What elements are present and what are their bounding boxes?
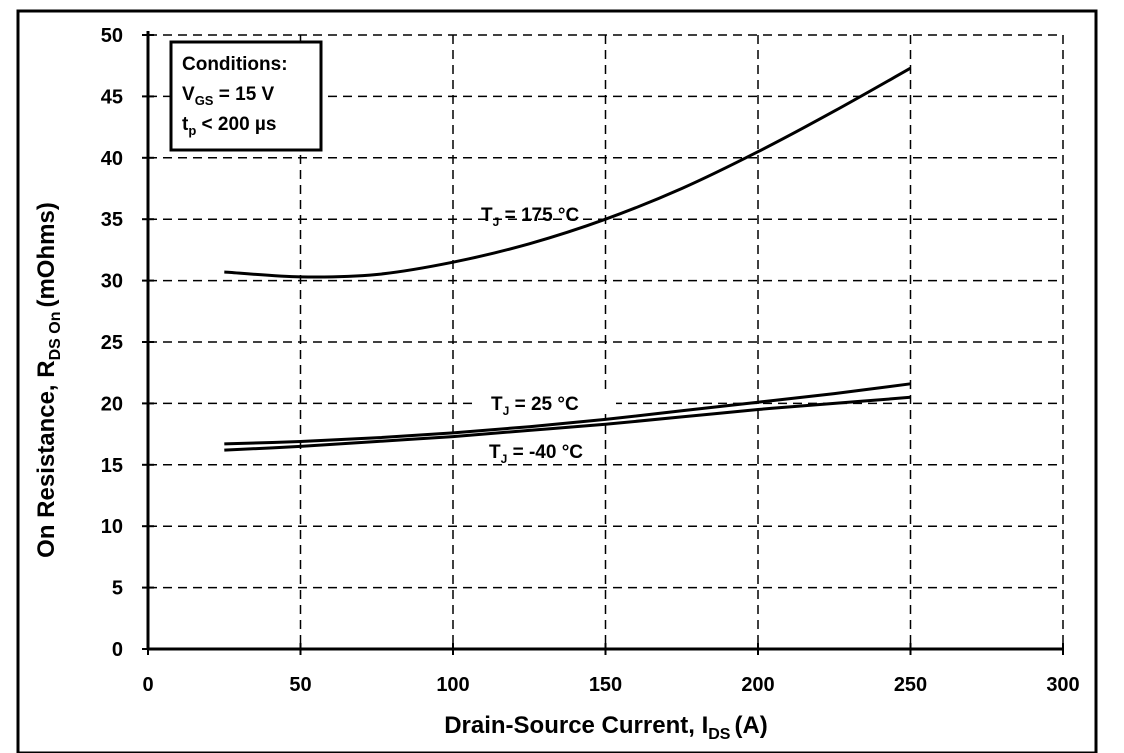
y-axis-title: On Resistance, RDS On(mOhms) <box>33 202 64 558</box>
label-minus40c: TJ = -40 °C <box>489 442 583 466</box>
y-tick-label: 45 <box>101 86 123 108</box>
x-tick-label: 200 <box>741 674 774 696</box>
y-tick-label: 35 <box>101 209 123 231</box>
y-tick-label: 50 <box>101 25 123 47</box>
legend-vgs: VGS = 15 V <box>182 84 275 108</box>
y-tick-label: 30 <box>101 271 123 293</box>
legend: Conditions: VGS = 15 V tp < 200 µs <box>169 40 323 152</box>
y-tick-label: 40 <box>101 148 123 170</box>
x-axis-title: Drain-Source Current, IDS (A) <box>444 712 768 743</box>
label-175c: TJ = 175 °C <box>481 205 580 229</box>
y-tick-label: 25 <box>101 332 123 354</box>
legend-tp: tp < 200 µs <box>182 114 276 138</box>
label-25c: TJ = 25 °C <box>491 394 579 418</box>
y-tick-label: 0 <box>112 639 123 661</box>
x-tick-label: 100 <box>436 674 469 696</box>
y-tick-label: 20 <box>101 393 123 415</box>
y-tick-label: 5 <box>112 578 123 600</box>
legend-title: Conditions: <box>182 54 288 75</box>
label-minus40c-bg <box>486 440 590 462</box>
series-line-1 <box>224 382 911 446</box>
x-tick-label: 250 <box>894 674 927 696</box>
legend-box <box>169 40 323 152</box>
label-25c-bg <box>476 392 616 414</box>
series-line-2 <box>224 395 911 452</box>
y-tick-label: 10 <box>101 516 123 538</box>
x-tick-label: 150 <box>589 674 622 696</box>
x-tick-label: 0 <box>142 674 153 696</box>
x-tick-label: 300 <box>1046 674 1079 696</box>
series-line-0 <box>224 66 912 279</box>
x-tick-label: 50 <box>289 674 311 696</box>
y-tick-label: 15 <box>101 455 123 477</box>
